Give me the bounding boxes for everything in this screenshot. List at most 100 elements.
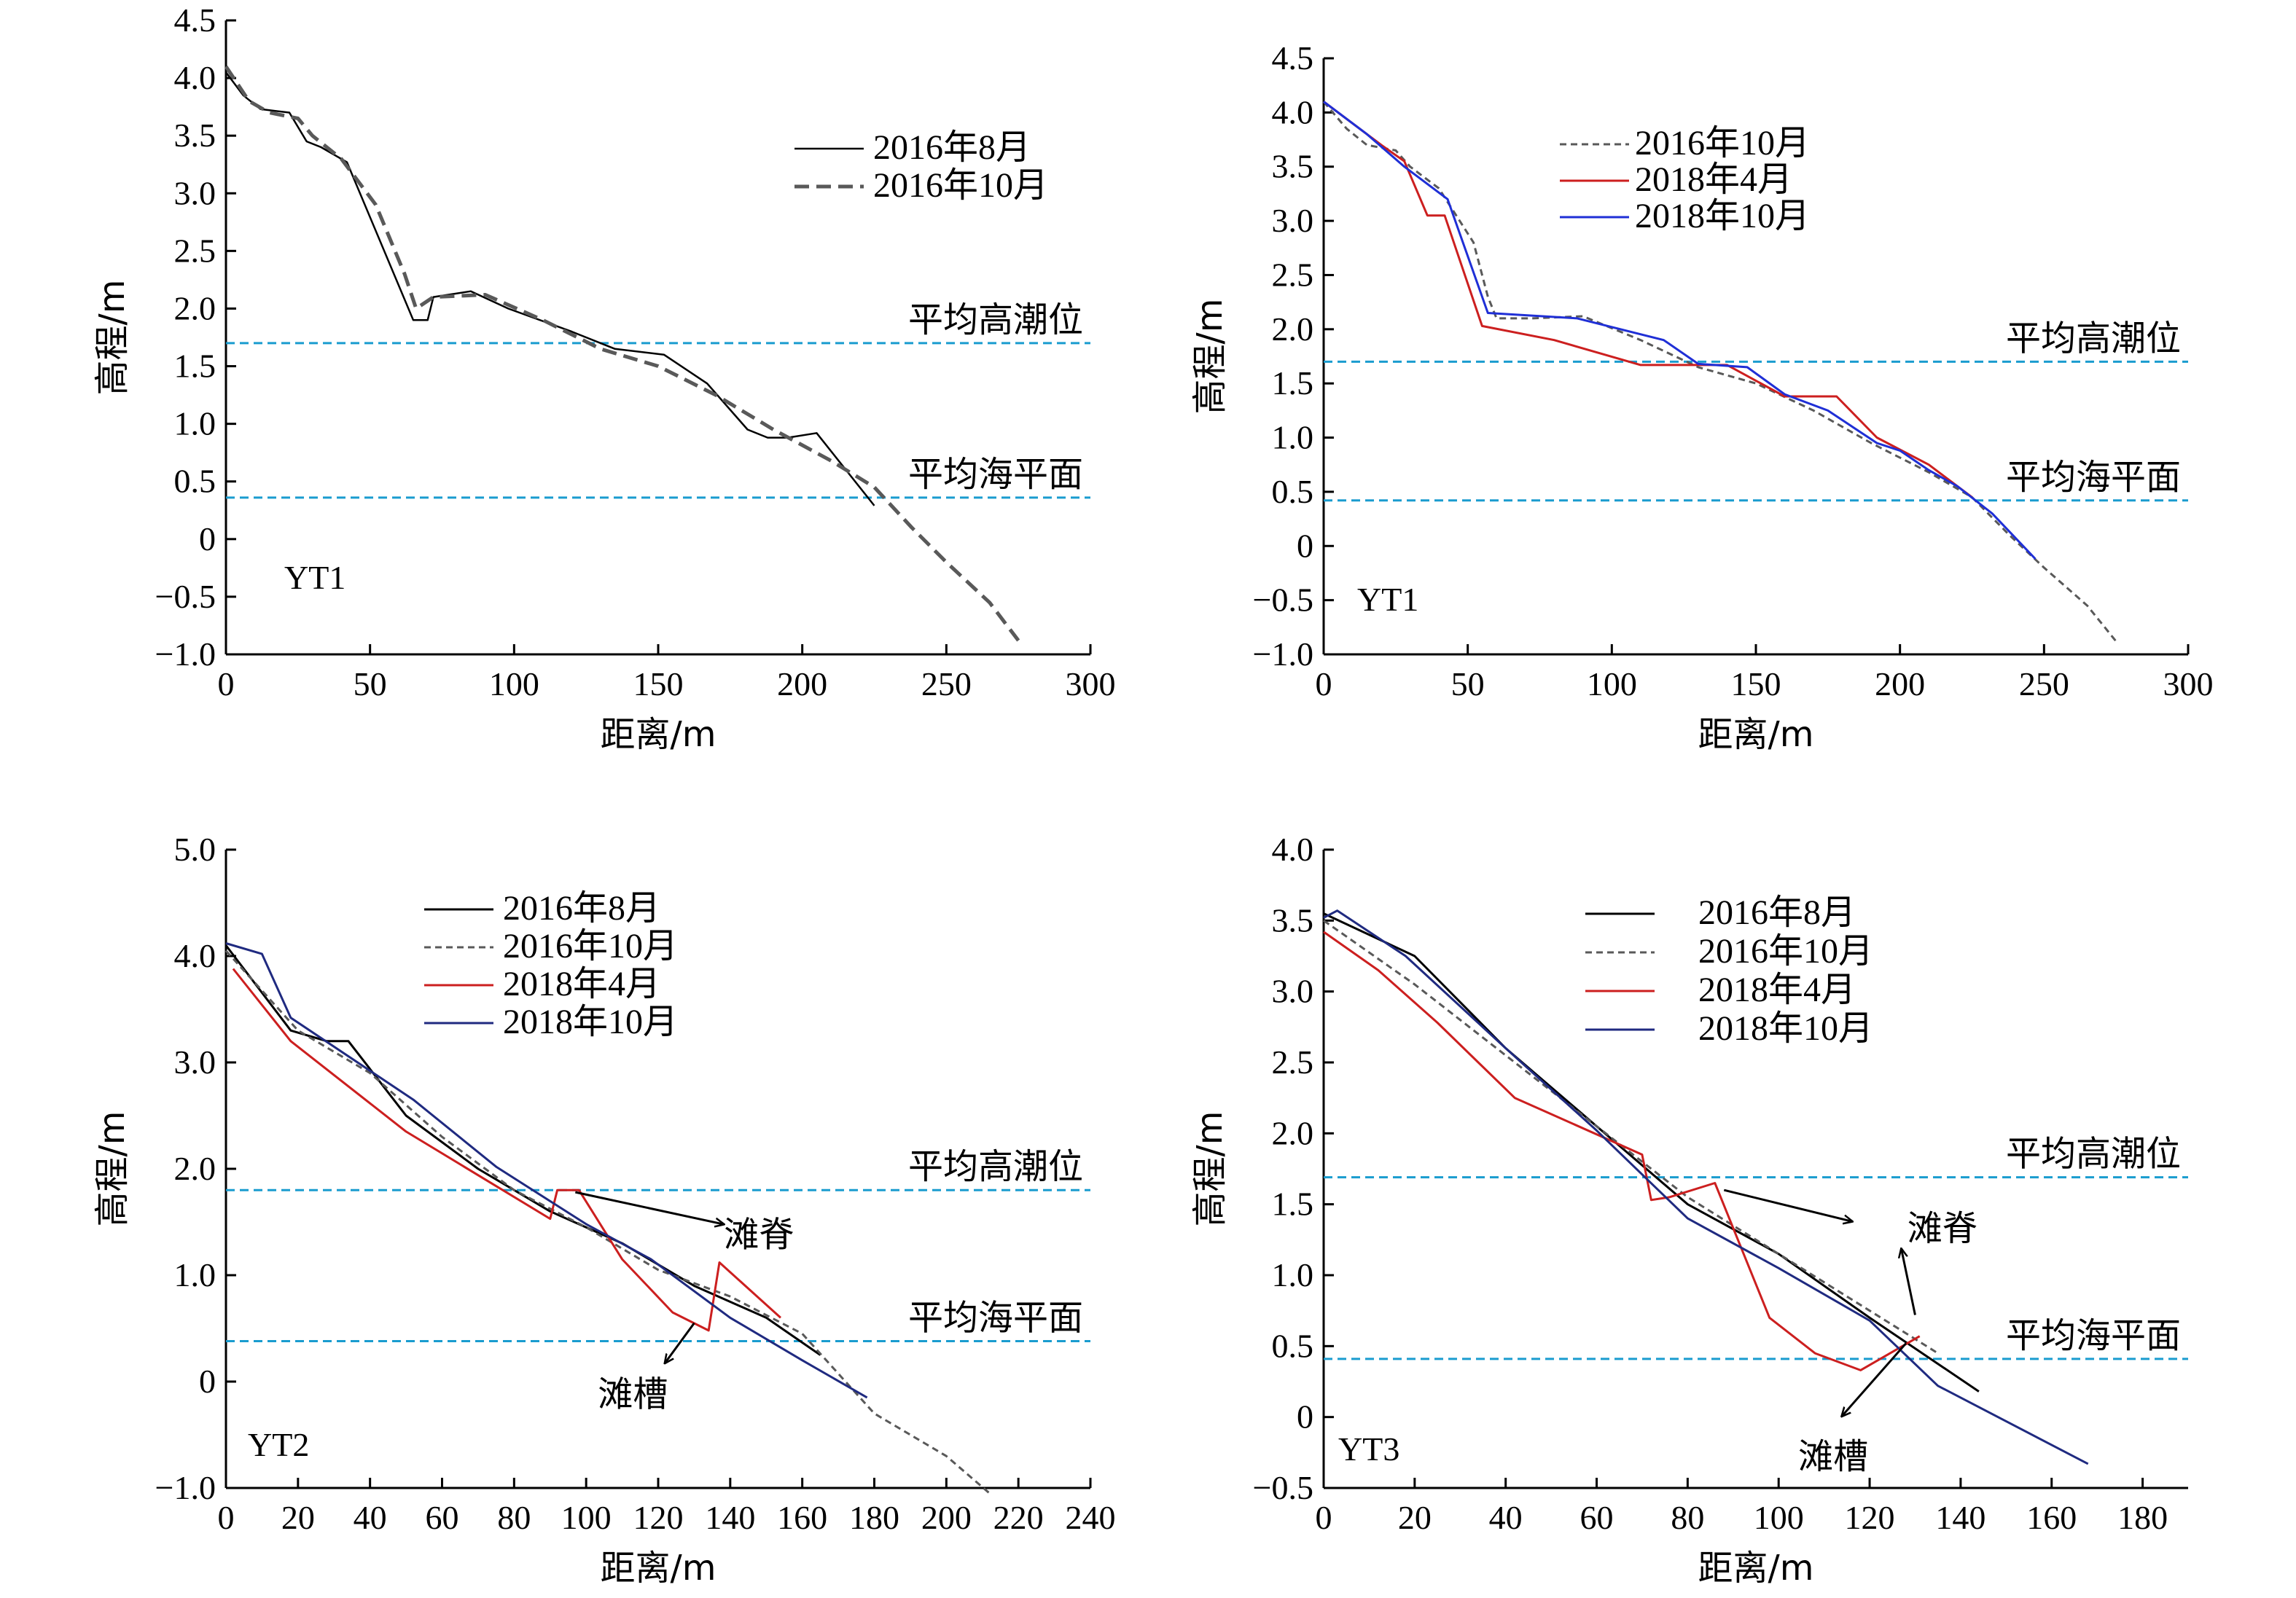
y-tick-label: 4.5 (174, 1, 216, 39)
series-line-3 (225, 942, 868, 1399)
mean-sea-level-label: 平均海平面 (2006, 457, 2181, 498)
x-tick-label: 0 (218, 665, 235, 702)
y-tick-label: 0 (199, 520, 216, 557)
x-tick-label: 40 (1489, 1499, 1523, 1536)
y-axis-title: 高程/m (92, 1111, 133, 1227)
legend-label: 2018年10月 (503, 1003, 678, 1041)
x-tick-label: 200 (777, 665, 827, 702)
annotation-arrow (1902, 1250, 1916, 1315)
x-tick-label: 180 (2117, 1499, 2168, 1536)
x-tick-label: 300 (1066, 665, 1116, 702)
y-tick-label: 1.5 (174, 348, 216, 385)
y-tick-label: 2.0 (1272, 310, 1314, 348)
x-tick-label: 50 (1451, 665, 1485, 702)
x-tick-label: 250 (921, 665, 972, 702)
chart-panel-yt1-2016: −1.0 −0.5 0 0.5 1.0 1.5 2.0 2.5 3.0 3.5 4.0 4.5 0 50 1… (92, 1, 1116, 755)
y-tick-label: 3.5 (1272, 148, 1314, 185)
mean-sea-level-label: 平均海平面 (908, 454, 1083, 495)
y-tick-label: 3.0 (1272, 973, 1314, 1010)
x-axis-title: 距离/m (1698, 1548, 1814, 1589)
series-line-1 (1323, 920, 1939, 1355)
x-tick-label: 100 (1587, 665, 1637, 702)
x-tick-label: 100 (489, 665, 539, 702)
chart-panel-yt1-2016-2018: −1.0 −0.5 0 0.5 1.0 1.5 2.0 2.5 3.0 3.5 4.0 4.5 0 50 1… (1190, 39, 2214, 755)
annotation-label: 滩槽 (598, 1374, 668, 1415)
chart-panel-yt3: −0.500.51.01.52.02.53.03.54.00 20 40 60 80 10… (1190, 831, 2188, 1589)
x-tick-label: 40 (354, 1499, 387, 1536)
legend-label: 2016年8月 (873, 128, 1031, 167)
x-tick-label: 140 (705, 1499, 755, 1536)
y-tick-label: 1.5 (1272, 364, 1314, 402)
high-tide-label: 平均高潮位 (908, 299, 1083, 340)
y-tick-label: 2.0 (1272, 1114, 1314, 1151)
annotation-label: 滩槽 (1798, 1436, 1868, 1477)
y-axis-title: 高程/m (1190, 1111, 1230, 1227)
y-tick-label: −0.5 (1253, 1469, 1313, 1506)
x-tick-label: 50 (354, 665, 387, 702)
y-axis-title: 高程/m (92, 280, 133, 396)
y-tick-label: −1.0 (155, 635, 216, 673)
high-tide-label: 平均高潮位 (2006, 318, 2181, 359)
y-tick-label: 4.0 (174, 59, 216, 96)
y-tick-label: 4.0 (1272, 93, 1314, 130)
legend-label: 2016年10月 (873, 166, 1048, 205)
annotation-arrow (575, 1191, 723, 1224)
x-tick-label: 100 (561, 1499, 612, 1536)
x-tick-label: 80 (497, 1499, 531, 1536)
annotation-label: 滩脊 (1908, 1208, 1977, 1249)
x-axis-title: 距离/m (1698, 714, 1814, 755)
series-line-2 (232, 968, 782, 1332)
x-tick-label: 140 (1935, 1499, 1985, 1536)
panel-label: YT3 (1338, 1430, 1399, 1468)
legend-label: 2016年10月 (503, 927, 678, 966)
x-axis-title: 距离/m (601, 714, 716, 755)
legend-label: 2018年10月 (1635, 197, 1810, 235)
y-tick-label: 5.0 (174, 831, 216, 868)
annotation-arrow (1843, 1342, 1908, 1415)
series-line-0 (225, 71, 875, 506)
x-tick-label: 60 (1580, 1499, 1614, 1536)
series-line-2 (1323, 101, 2037, 560)
y-tick-label: 3.0 (1272, 202, 1314, 239)
x-tick-label: 100 (1754, 1499, 1804, 1536)
y-tick-label: −1.0 (155, 1469, 216, 1506)
series-line-1 (224, 65, 1020, 642)
x-tick-label: 250 (2019, 665, 2069, 702)
x-tick-label: 240 (1066, 1499, 1116, 1536)
y-tick-label: −0.5 (1253, 581, 1313, 619)
y-tick-label: 1.0 (1272, 1256, 1314, 1293)
x-tick-label: 300 (2163, 665, 2214, 702)
panel-label: YT2 (248, 1426, 309, 1463)
y-tick-label: 4.0 (174, 937, 216, 974)
panel-label: YT1 (1357, 581, 1418, 618)
high-tide-label: 平均高潮位 (908, 1146, 1083, 1187)
x-tick-label: 80 (1671, 1499, 1704, 1536)
legend-label: 2018年4月 (1698, 971, 1856, 1009)
annotation-label: 滩脊 (724, 1215, 794, 1256)
x-tick-label: 200 (1875, 665, 1925, 702)
y-tick-label: 2.5 (174, 232, 216, 269)
y-tick-label: 3.5 (174, 117, 216, 154)
x-tick-label: 20 (281, 1499, 315, 1536)
y-tick-label: 1.0 (1272, 419, 1314, 456)
y-tick-label: 3.5 (1272, 901, 1314, 939)
annotation-arrow (665, 1322, 695, 1363)
x-tick-label: 220 (993, 1499, 1044, 1536)
x-axis-title: 距离/m (601, 1548, 716, 1589)
y-tick-label: 3.0 (174, 1043, 216, 1081)
x-tick-label: 0 (218, 1499, 235, 1536)
x-tick-label: 160 (777, 1499, 827, 1536)
y-tick-label: 0.5 (1272, 473, 1314, 510)
x-tick-label: 20 (1398, 1499, 1432, 1536)
y-tick-label: −1.0 (1253, 635, 1313, 673)
x-tick-label: 120 (633, 1499, 684, 1536)
x-tick-label: 150 (1731, 665, 1781, 702)
y-tick-label: 2.5 (1272, 256, 1314, 293)
series-line-0 (224, 944, 821, 1356)
annotation-arrow (1723, 1188, 1851, 1221)
y-tick-label: 2.5 (1272, 1043, 1314, 1081)
panel-label: YT1 (284, 559, 345, 596)
x-tick-label: 120 (1845, 1499, 1895, 1536)
chart-panel-yt2: −1.001.02.03.04.05.00 20 40 60 80 100 120 140 16… (92, 831, 1116, 1589)
